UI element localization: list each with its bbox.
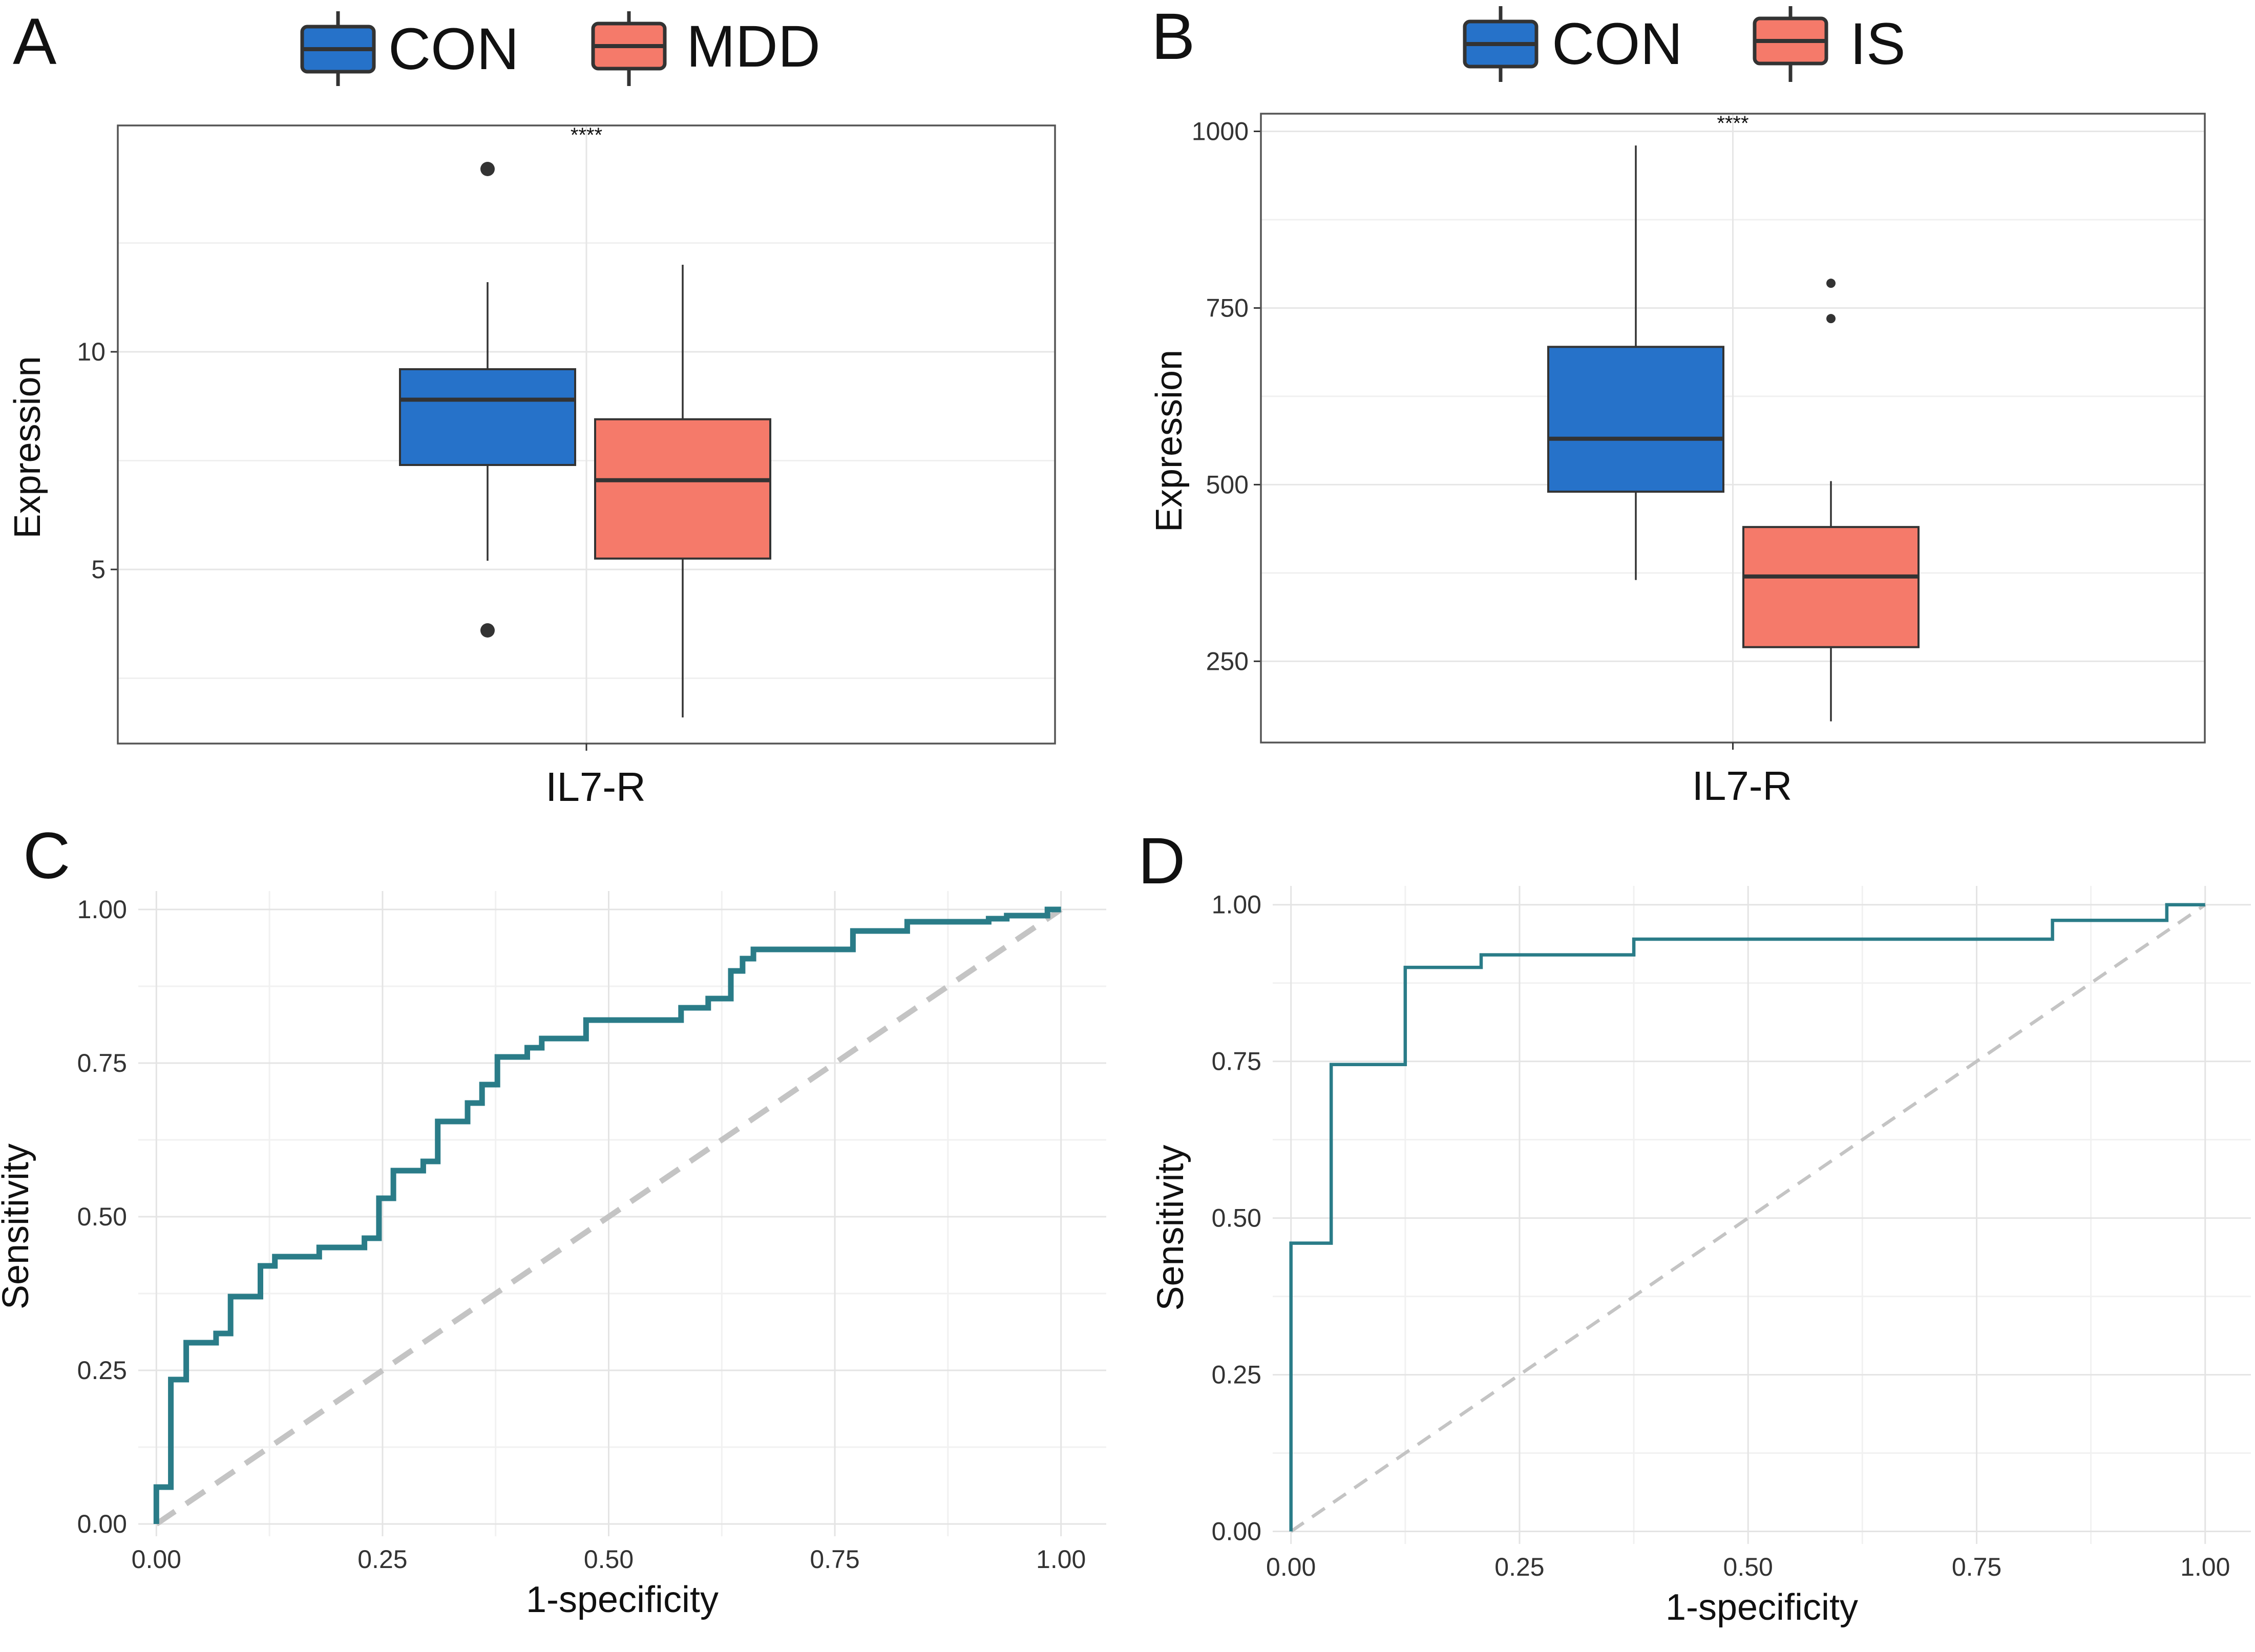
y-axis-title: Expression: [7, 356, 48, 538]
y-tick-label: 1000: [1192, 117, 1249, 145]
panel-c-roc: 0.000.00 0.25 0.25 0.50 0.50 0.75 0.75 1.00 1.00…: [0, 891, 1106, 1620]
y-tick-label: 0.75: [77, 1049, 127, 1077]
panel-letter-c: C: [23, 819, 70, 893]
outlier-point: [480, 623, 495, 638]
x-axis-title: 1-specificity: [526, 1579, 719, 1620]
legend-a: CON MDD: [300, 11, 820, 86]
y-tick-label: 1.00: [1212, 891, 1261, 919]
panel-d-roc: 0.000.00 0.25 0.25 0.50 0.50 0.75 0.75 1.00 1.00…: [1150, 886, 2251, 1628]
y-tick-label: 500: [1206, 470, 1249, 499]
x-tick-label: 0.50: [584, 1545, 634, 1574]
y-tick-label: 0.75: [1212, 1047, 1261, 1076]
box-con: [1547, 346, 1724, 493]
y-tick-label: 0.25: [77, 1356, 127, 1385]
legend-b-is-label: IS: [1850, 11, 1906, 77]
significance-label: ****: [1717, 112, 1748, 135]
reference-diagonal: [1290, 903, 2206, 1533]
legend-a-con-label: CON: [388, 16, 519, 82]
x-axis-title: 1-specificity: [1666, 1587, 1858, 1628]
y-tick-label: 0.25: [1212, 1361, 1261, 1389]
legend-a-con-key: [300, 11, 376, 86]
y-tick-label: 0.50: [1212, 1204, 1261, 1233]
y-tick-label: 250: [1206, 647, 1249, 675]
y-tick-label: 5: [91, 555, 106, 584]
box-is: [1742, 526, 1920, 648]
panel-letter-d: D: [1138, 824, 1185, 898]
outlier-point: [1826, 314, 1836, 324]
legend-a-mdd-label: MDD: [686, 14, 820, 79]
y-axis-title: Sensitivity: [1150, 1145, 1191, 1310]
panel-b-boxplot: 250 500 750 1000 IL7-R Expression ****: [1149, 112, 2206, 809]
y-tick-label: 1.00: [77, 895, 127, 924]
legend-b-con-key: [1463, 6, 1539, 82]
roc-curve: [153, 906, 1061, 1524]
outlier-point: [1826, 279, 1836, 288]
legend-b: CON IS: [1463, 6, 1906, 82]
legend-b-con-label: CON: [1552, 11, 1683, 77]
x-tick-label: 1.00: [1036, 1545, 1086, 1574]
panel-letter-b: B: [1151, 0, 1195, 73]
legend-a-mdd-key: [591, 11, 667, 86]
x-tick-label: 1.00: [2180, 1553, 2230, 1581]
x-tick-label: 0.25: [357, 1545, 407, 1574]
x-category-label: IL7-R: [1692, 763, 1793, 809]
box-con: [399, 368, 576, 466]
x-tick-label: 0.75: [810, 1545, 859, 1574]
reference-diagonal: [155, 907, 1063, 1527]
x-tick-label: 0.75: [1952, 1553, 2001, 1581]
y-axis-title: Sensitivity: [0, 1143, 36, 1309]
x-tick-label: 0.00: [132, 1545, 181, 1574]
box-mdd: [594, 418, 771, 560]
y-tick-label: 0.50: [77, 1202, 127, 1231]
roc-curve: [1289, 903, 2205, 1532]
y-tick-label: 0.00: [1212, 1517, 1261, 1546]
y-tick-label: 0.00: [77, 1510, 127, 1538]
x-tick-label: 0.50: [1723, 1553, 1773, 1581]
x-category-label: IL7-R: [545, 764, 646, 810]
legend-b-is-key: [1753, 6, 1828, 82]
panel-a-boxplot: 5 10 IL7-R Expression ****: [7, 124, 1056, 810]
panel-letter-a: A: [13, 5, 57, 78]
x-tick-label: 0.25: [1494, 1553, 1544, 1581]
significance-label: ****: [571, 124, 602, 146]
outlier-point: [480, 162, 495, 176]
y-tick-label: 750: [1206, 293, 1249, 322]
x-tick-label: 0.00: [1266, 1553, 1316, 1581]
y-axis-title: Expression: [1149, 350, 1190, 532]
y-tick-label: 10: [77, 337, 106, 366]
